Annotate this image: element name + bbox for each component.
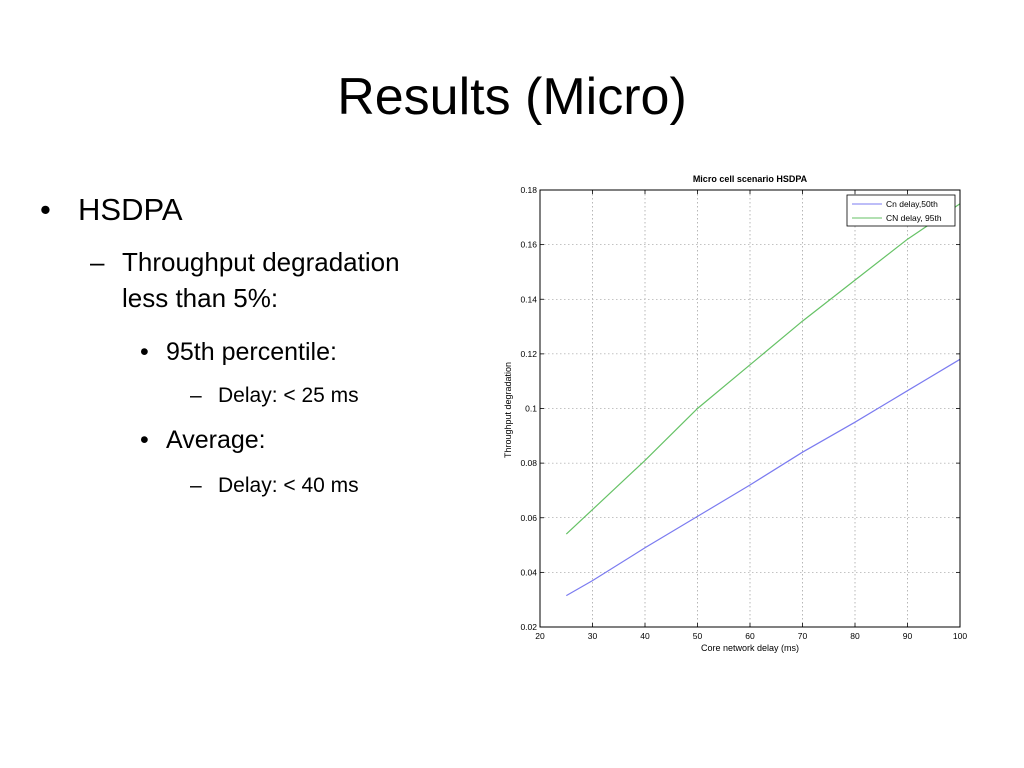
bullet-average: • Average: [140,426,266,455]
y-tick-label: 0.06 [520,513,537,523]
x-axis-ticks: 20 30 40 50 60 70 80 90 100 [535,190,967,641]
bullet-text: Delay: < 25 ms [218,384,359,407]
legend-label-50th: Cn delay,50th [886,199,938,209]
chart-container: Micro cell scenario HSDPA 20 30 40 50 60 70 80… [495,165,980,660]
bullet-text: Delay: < 40 ms [218,474,359,497]
bullet-95th-percentile: • 95th percentile: [140,338,337,367]
x-tick-label: 50 [693,631,703,641]
x-tick-label: 60 [745,631,755,641]
series-layer [565,203,961,597]
bullet-text-continued: less than 5%: [122,283,279,313]
line-chart: Micro cell scenario HSDPA 20 30 40 50 60 70 80… [503,174,967,653]
bullet-text: Throughput degradation [122,247,400,277]
legend: Cn delay,50th CN delay, 95th [846,194,956,227]
bullet-marker: – [190,474,202,497]
bullet-throughput: – Throughput degradation less than 5%: [90,244,400,316]
y-tick-label: 0.18 [520,185,537,195]
bullet-marker: – [90,247,105,277]
y-axis-ticks: 0.02 0.04 0.06 0.08 0.1 0.12 0.14 0.16 0.18 [520,185,960,632]
bullet-delay-40: – Delay: < 40 ms [190,474,359,498]
legend-label-95th: CN delay, 95th [886,213,942,223]
bullet-text: Average: [166,426,266,454]
x-tick-label: 20 [535,631,545,641]
x-tick-label: 90 [903,631,913,641]
bullet-text: HSDPA [78,192,183,227]
slide-title: Results (Micro) [337,68,687,126]
bullet-marker: • [140,338,149,366]
x-axis-label: Core network delay (ms) [701,643,799,653]
bullet-marker: • [40,192,51,227]
y-axis-label: Throughput degradation [503,362,513,458]
x-tick-label: 70 [798,631,808,641]
grid [540,190,960,627]
series-line-50th [566,358,961,597]
bullet-hsdpa: • HSDPA [40,192,183,228]
y-tick-label: 0.14 [520,294,537,304]
y-tick-label: 0.16 [520,240,537,250]
x-tick-label: 40 [640,631,650,641]
series-line-95th [565,203,961,535]
y-tick-label: 0.04 [520,567,537,577]
chart-title: Micro cell scenario HSDPA [693,174,808,184]
y-tick-label: 0.12 [520,349,537,359]
bullet-text: 95th percentile: [166,338,337,366]
y-tick-label: 0.1 [525,404,537,414]
x-tick-label: 30 [588,631,598,641]
bullet-marker: – [190,384,202,407]
bullet-delay-25: – Delay: < 25 ms [190,384,359,408]
y-tick-label: 0.02 [520,622,537,632]
y-tick-label: 0.08 [520,458,537,468]
bullet-marker: • [140,426,149,454]
legend-box [846,194,956,227]
x-tick-label: 100 [953,631,967,641]
x-tick-label: 80 [850,631,860,641]
